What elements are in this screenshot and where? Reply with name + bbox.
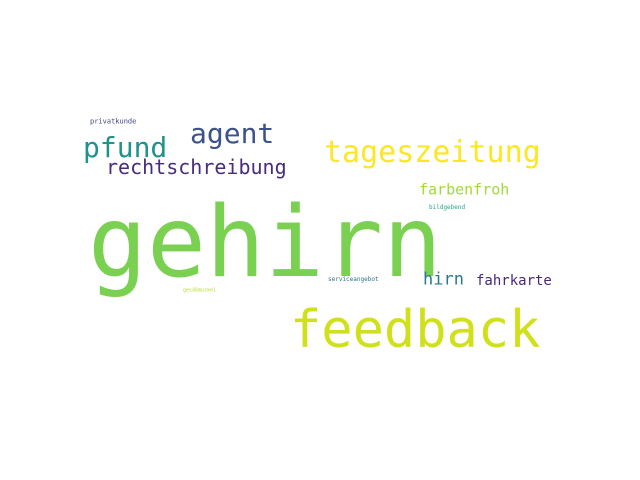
word-pfund: pfund [83, 131, 168, 164]
word-gesaessmuskel: gesäßmuskel [183, 287, 217, 294]
word-privatkunde: privatkunde [90, 117, 137, 126]
word-feedback: feedback [290, 300, 541, 360]
word-bildgebend: bildgebend [429, 204, 466, 211]
word-rechtschreibung: rechtschreibung [106, 155, 287, 179]
word-farbenfroh: farbenfroh [419, 180, 510, 199]
word-agent: agent [190, 117, 275, 150]
word-fahrkarte: fahrkarte [476, 273, 552, 289]
word-gehirn: gehirn [88, 186, 443, 300]
word-hirn: hirn [423, 269, 464, 290]
word-tageszeitung: tageszeitung [324, 135, 541, 170]
word-serviceangebot: serviceangebot [328, 276, 379, 283]
